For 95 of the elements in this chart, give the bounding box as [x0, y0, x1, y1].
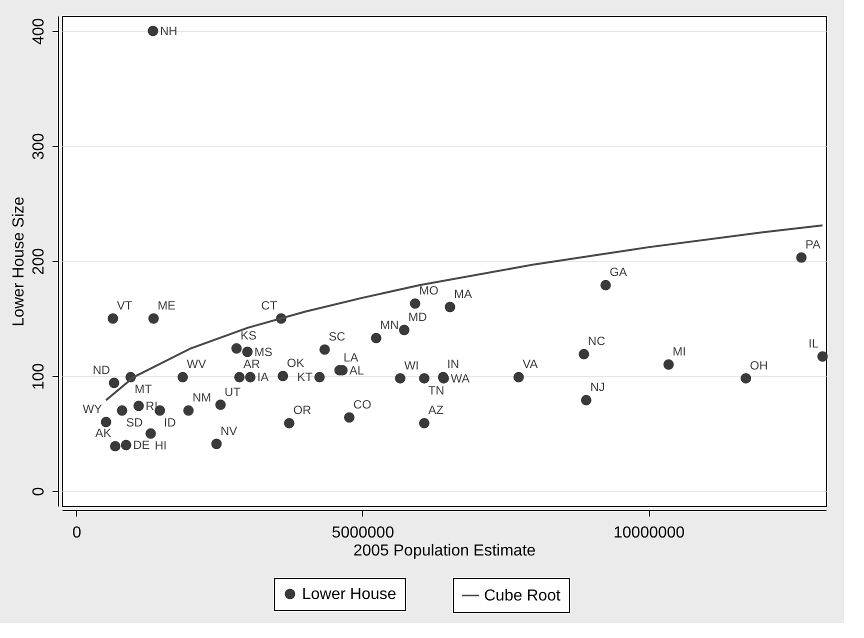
x-tick-label: 10000000 — [614, 524, 685, 542]
point — [817, 351, 828, 362]
point — [242, 346, 253, 358]
annotation: OK — [286, 356, 304, 370]
annotation: OR — [293, 403, 312, 418]
point — [796, 252, 807, 263]
point — [145, 428, 156, 439]
annotation: KS — [240, 328, 257, 342]
point — [215, 400, 226, 410]
point — [740, 373, 752, 384]
point — [394, 373, 406, 384]
point — [211, 438, 222, 450]
x-tick-label: 5000000 — [332, 524, 394, 542]
point — [108, 313, 118, 324]
annotation: MO — [419, 284, 438, 298]
annotation: VA — [522, 357, 538, 372]
y-tick-label: 200 — [30, 248, 48, 275]
annotation: VT — [116, 298, 133, 313]
annotation: AZ — [428, 403, 444, 418]
annotation: AK — [95, 426, 112, 440]
annotation: ME — [158, 298, 176, 313]
y-tick-label: 0 — [30, 487, 48, 496]
annotation: LA — [344, 350, 358, 364]
annotation: CO — [353, 397, 372, 412]
annotation: MD — [408, 310, 428, 324]
point — [148, 313, 159, 324]
point — [410, 298, 420, 309]
annotation: AR — [243, 357, 260, 372]
annotation: OH — [750, 358, 768, 372]
annotation: WA — [450, 371, 470, 386]
annotation: MI — [672, 344, 686, 359]
annotation: MA — [454, 287, 472, 302]
annotation: WY — [82, 402, 102, 416]
legend-label: Lower House — [302, 586, 396, 603]
point — [419, 418, 430, 428]
point — [580, 394, 592, 406]
annotation: AL — [349, 363, 364, 378]
point — [663, 359, 674, 370]
annotation: NH — [160, 24, 178, 38]
point — [600, 280, 611, 290]
y-tick-label: 300 — [30, 133, 48, 160]
x-axis-title: 2005 Population Estimate — [353, 542, 536, 560]
annotation: MS — [254, 344, 272, 359]
point — [148, 26, 158, 36]
point — [133, 400, 144, 412]
annotation: NC — [588, 334, 606, 348]
annotation: SC — [328, 330, 346, 344]
annotation: TN — [428, 383, 444, 398]
y-tick-label: 400 — [30, 18, 48, 45]
annotation: MT — [134, 382, 153, 396]
annotation: WV — [186, 357, 206, 372]
annotation: IN — [447, 357, 460, 372]
point — [245, 372, 256, 382]
point — [314, 372, 325, 382]
point — [319, 344, 330, 355]
point — [108, 378, 120, 388]
annotation: SD — [126, 416, 144, 430]
point — [120, 440, 132, 450]
point — [110, 440, 120, 452]
point — [183, 405, 194, 416]
annotation: GA — [610, 265, 628, 280]
point — [231, 343, 242, 354]
annotation: NJ — [590, 380, 605, 394]
annotation: IA — [257, 370, 269, 384]
point — [278, 370, 288, 382]
point — [578, 348, 590, 360]
annotation: HI — [154, 438, 167, 453]
point — [178, 372, 188, 382]
annotation: ID — [164, 416, 176, 430]
annotation: IL — [808, 336, 819, 350]
point — [370, 332, 382, 344]
y-tick-label: 100 — [30, 363, 48, 390]
point — [419, 373, 430, 384]
annotation: UT — [224, 384, 242, 399]
point — [284, 418, 294, 428]
annotation: NM — [192, 390, 212, 405]
annotation: DE — [133, 438, 150, 452]
y-axis-title: Lower House Size — [10, 196, 28, 326]
point — [234, 372, 245, 382]
point — [344, 412, 355, 423]
annotation: KT — [297, 370, 314, 384]
annotation: RI — [146, 398, 158, 413]
x-tick-label: 0 — [72, 524, 82, 542]
annotation: WI — [404, 358, 419, 372]
point — [116, 405, 128, 416]
annotation: CT — [261, 298, 278, 313]
point — [398, 324, 410, 336]
point — [513, 372, 524, 382]
point — [444, 302, 456, 312]
annotation: PA — [805, 238, 821, 252]
annotation: ND — [92, 362, 110, 377]
point — [100, 416, 112, 428]
legend-label: Cube Root — [484, 588, 562, 604]
annotation: NV — [220, 424, 238, 438]
annotation: MN — [380, 318, 399, 332]
